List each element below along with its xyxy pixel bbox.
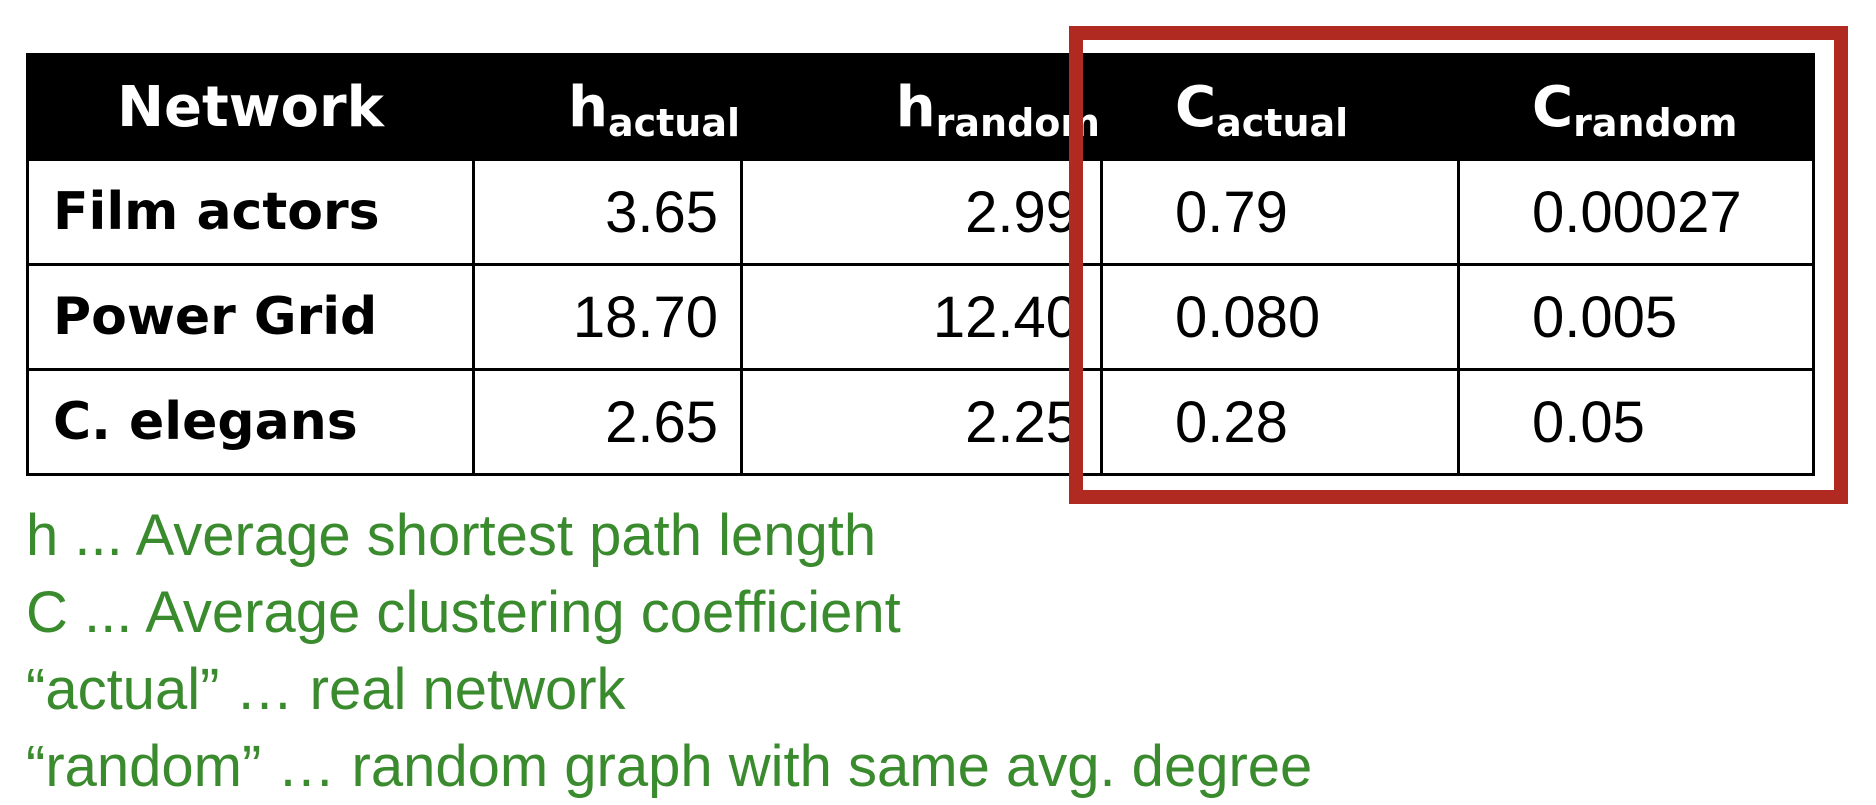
table-row: Power Grid 18.70 12.40 0.080 0.005 bbox=[26, 263, 1815, 371]
cell-c-random: 0.005 bbox=[1457, 263, 1815, 371]
header-network: Network bbox=[26, 53, 475, 161]
table-row: Film actors 3.65 2.99 0.79 0.00027 bbox=[26, 158, 1815, 266]
header-c-actual: Cactual bbox=[1100, 53, 1460, 161]
cell-network: Power Grid bbox=[26, 263, 475, 371]
cell-h-actual: 2.65 bbox=[472, 368, 743, 476]
comparison-table: Network hactual hrandom Cactual Crandom … bbox=[26, 53, 1815, 476]
legend-line-actual: “actual” … real network bbox=[26, 657, 626, 722]
header-c-random: Crandom bbox=[1457, 53, 1815, 161]
cell-network: C. elegans bbox=[26, 368, 475, 476]
legend-line-c: C ... Average clustering coefficient bbox=[26, 580, 901, 645]
legend-line-random: “random” … random graph with same avg. d… bbox=[26, 734, 1313, 799]
cell-h-random: 2.99 bbox=[740, 158, 1103, 266]
cell-h-actual: 3.65 bbox=[472, 158, 743, 266]
cell-c-actual: 0.79 bbox=[1100, 158, 1460, 266]
cell-c-random: 0.05 bbox=[1457, 368, 1815, 476]
cell-network: Film actors bbox=[26, 158, 475, 266]
cell-c-actual: 0.28 bbox=[1100, 368, 1460, 476]
header-h-actual: hactual bbox=[472, 53, 743, 161]
cell-c-random: 0.00027 bbox=[1457, 158, 1815, 266]
cell-h-actual: 18.70 bbox=[472, 263, 743, 371]
clustering-highlight-box bbox=[1069, 26, 1848, 504]
legend-line-h: h ... Average shortest path length bbox=[26, 503, 877, 568]
table-header-row: Network hactual hrandom Cactual Crandom bbox=[26, 53, 1815, 161]
cell-c-actual: 0.080 bbox=[1100, 263, 1460, 371]
cell-h-random: 2.25 bbox=[740, 368, 1103, 476]
header-h-random: hrandom bbox=[740, 53, 1103, 161]
table-row: C. elegans 2.65 2.25 0.28 0.05 bbox=[26, 368, 1815, 476]
legend: h ... Average shortest path length C ...… bbox=[26, 497, 1312, 805]
cell-h-random: 12.40 bbox=[740, 263, 1103, 371]
